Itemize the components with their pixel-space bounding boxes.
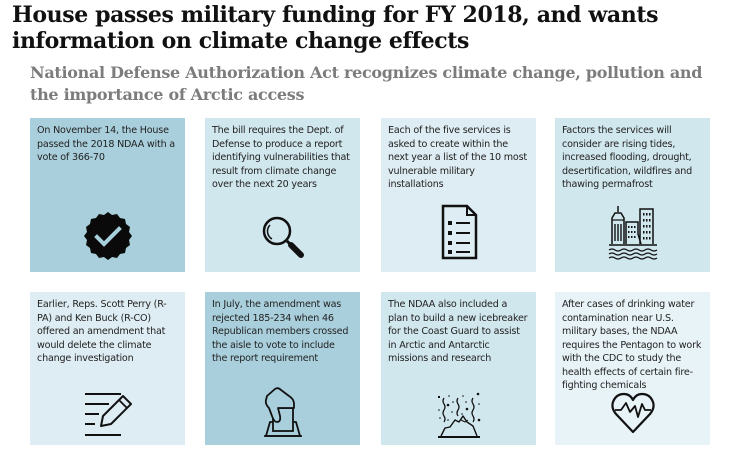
heart-pulse-icon (610, 390, 656, 436)
card-amendment-offered: Earlier, Reps. Scott Perry (R-PA) and Ke… (30, 292, 185, 445)
card-amendment-rejected: In July, the amendment was rejected 185-… (205, 292, 360, 445)
card-icebreaker: The NDAA also included a plan to build a… (381, 292, 536, 445)
card-text: In July, the amendment was rejected 185-… (212, 299, 349, 364)
snowy-mountain-icon (435, 392, 483, 440)
card-water-contamination: After cases of drinking water contaminat… (555, 292, 710, 445)
card-vulnerable-installations: Each of the five services is asked to cr… (381, 118, 536, 272)
card-text: Factors the services will consider are r… (562, 125, 692, 190)
check-badge-icon (82, 210, 134, 262)
page-title: House passes military funding for FY 201… (12, 2, 659, 54)
card-text: After cases of drinking water contaminat… (562, 299, 702, 391)
card-climate-factors: Factors the services will consider are r… (555, 118, 710, 272)
card-text: On November 14, the House passed the 201… (37, 125, 175, 163)
page-subtitle: National Defense Authorization Act recog… (30, 63, 703, 104)
card-report-requirement: The bill requires the Dept. of Defense t… (205, 118, 360, 272)
magnifier-icon (258, 212, 308, 262)
card-text: The NDAA also included a plan to build a… (388, 299, 528, 364)
card-text: The bill requires the Dept. of Defense t… (212, 125, 350, 190)
edit-text-pencil-icon (81, 390, 135, 438)
ballot-box-vote-icon (258, 386, 308, 438)
card-text: Earlier, Reps. Scott Perry (R-PA) and Ke… (37, 299, 167, 364)
card-text: Each of the five services is asked to cr… (388, 125, 527, 190)
city-flood-icon (607, 204, 659, 262)
checklist-document-icon (437, 204, 481, 262)
card-house-vote: On November 14, the House passed the 201… (30, 118, 185, 272)
